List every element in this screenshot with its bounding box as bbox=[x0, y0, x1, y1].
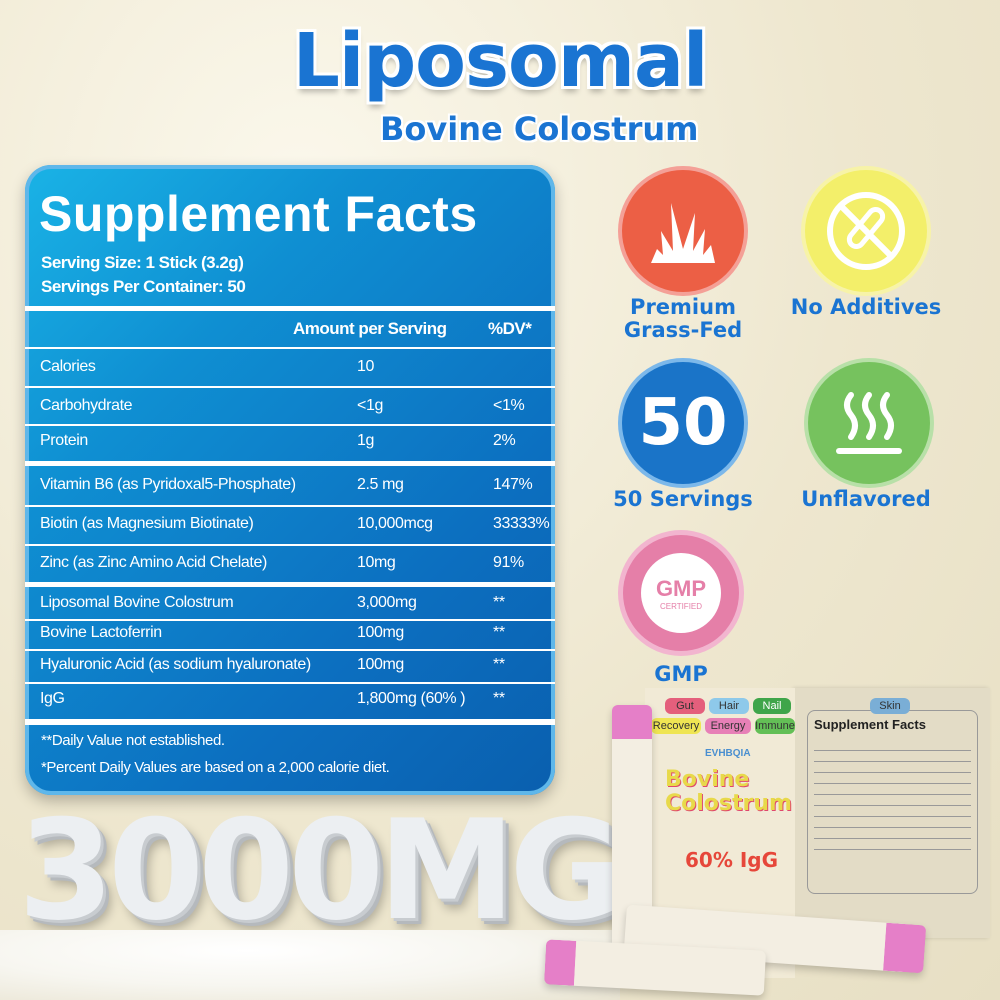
nutrient-dv: 33333% bbox=[493, 515, 550, 532]
nutrient-amount: 1,800mg (60% ) bbox=[357, 690, 466, 707]
badge-gmp: GMP CERTIFIED bbox=[623, 535, 739, 651]
nutrient-dv: 91% bbox=[493, 554, 524, 571]
gmp-seal-icon: GMP CERTIFIED bbox=[641, 553, 721, 633]
nutrient-name: Hyaluronic Acid (as sodium hyaluronate) bbox=[40, 656, 311, 673]
footnote-percent: *Percent Daily Values are based on a 2,0… bbox=[41, 759, 390, 776]
tag-skin: Skin bbox=[870, 698, 910, 714]
nutrient-dv: 147% bbox=[493, 476, 533, 493]
product-box-side: Supplement Facts bbox=[795, 688, 990, 938]
badge-label: No Additives bbox=[790, 295, 942, 319]
page-subtitle: Bovine Colostrum bbox=[380, 110, 699, 148]
product-name: Bovine Colostrum bbox=[665, 767, 792, 816]
row-divider bbox=[25, 719, 555, 725]
facts-title: Supplement Facts bbox=[39, 186, 478, 242]
tag-energy: Energy bbox=[705, 718, 751, 734]
tag-immune: Immune bbox=[755, 718, 795, 734]
footnote-dv: **Daily Value not established. bbox=[41, 732, 225, 749]
badge-label: Unflavored bbox=[801, 487, 931, 511]
grass-icon bbox=[651, 203, 715, 263]
badge-unflavored bbox=[808, 362, 930, 484]
nutrient-name: Zinc (as Zinc Amino Acid Chelate) bbox=[40, 554, 267, 571]
col-dv-header: %DV* bbox=[488, 319, 532, 338]
nutrient-amount: 10,000mcg bbox=[357, 515, 433, 532]
nutrient-name: Calories bbox=[40, 358, 96, 375]
nutrient-amount: 10mg bbox=[357, 554, 396, 571]
nutrient-name: Biotin (as Magnesium Biotinate) bbox=[40, 515, 254, 532]
serving-size: Serving Size: 1 Stick (3.2g) bbox=[41, 253, 244, 272]
badge-label: Premium Grass-Fed bbox=[623, 295, 743, 342]
product-igg: 60% IgG bbox=[685, 848, 779, 872]
row-divider bbox=[25, 619, 555, 621]
tag-gut: Gut bbox=[665, 698, 705, 714]
divider bbox=[25, 306, 555, 311]
nutrient-amount: 100mg bbox=[357, 656, 404, 673]
row-divider bbox=[25, 424, 555, 426]
nutrient-name: Bovine Lactoferrin bbox=[40, 624, 162, 641]
nutrient-name: Liposomal Bovine Colostrum bbox=[40, 594, 234, 611]
row-divider bbox=[25, 544, 555, 546]
nutrient-name: IgG bbox=[40, 690, 65, 707]
row-divider bbox=[25, 682, 555, 684]
row-divider bbox=[25, 461, 555, 466]
nutrient-dv: ** bbox=[493, 690, 505, 707]
nutrient-amount: 2.5 mg bbox=[357, 476, 404, 493]
page-title: Liposomal bbox=[292, 18, 709, 104]
badge-grass-fed bbox=[622, 170, 744, 292]
row-divider bbox=[25, 386, 555, 388]
row-divider bbox=[25, 649, 555, 651]
badge-label: 50 Servings bbox=[613, 487, 753, 511]
tag-hair: Hair bbox=[709, 698, 749, 714]
row-divider bbox=[25, 347, 555, 349]
nutrient-amount: 3,000mg bbox=[357, 594, 417, 611]
row-divider bbox=[25, 505, 555, 507]
dosage-big-text: 3000MG bbox=[18, 790, 623, 951]
number-50-icon: 50 bbox=[638, 386, 728, 460]
nutrient-dv: <1% bbox=[493, 397, 525, 414]
nutrient-name: Protein bbox=[40, 432, 88, 449]
nutrient-dv: ** bbox=[493, 594, 505, 611]
tag-recovery: Recovery bbox=[651, 718, 701, 734]
col-amount-header: Amount per Serving bbox=[293, 319, 447, 338]
nutrient-amount: 10 bbox=[357, 358, 374, 375]
servings-per-container: Servings Per Container: 50 bbox=[41, 277, 246, 296]
supplement-facts-panel: Supplement Facts Serving Size: 1 Stick (… bbox=[25, 165, 555, 795]
badge-no-additives bbox=[805, 170, 927, 292]
nutrient-amount: 100mg bbox=[357, 624, 404, 641]
nutrient-amount: <1g bbox=[357, 397, 383, 414]
nutrient-name: Carbohydrate bbox=[40, 397, 133, 414]
nutrient-dv: 2% bbox=[493, 432, 516, 449]
row-divider bbox=[25, 582, 555, 587]
nutrient-dv: ** bbox=[493, 656, 505, 673]
brand-logo: EVHBQIA bbox=[705, 748, 751, 759]
nutrient-dv: ** bbox=[493, 624, 505, 641]
steam-icon bbox=[836, 392, 902, 454]
nutrient-amount: 1g bbox=[357, 432, 374, 449]
no-additives-icon bbox=[827, 192, 905, 270]
nutrient-name: Vitamin B6 (as Pyridoxal5-Phosphate) bbox=[40, 476, 296, 493]
tag-nail: Nail bbox=[753, 698, 791, 714]
badge-label: GMP bbox=[654, 662, 708, 686]
badge-50-servings: 50 bbox=[622, 362, 744, 484]
milk-splash bbox=[0, 930, 620, 1000]
